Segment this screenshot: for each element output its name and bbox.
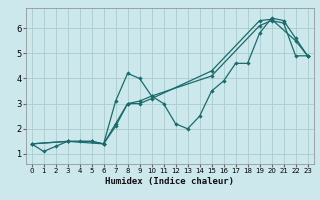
X-axis label: Humidex (Indice chaleur): Humidex (Indice chaleur): [105, 177, 234, 186]
